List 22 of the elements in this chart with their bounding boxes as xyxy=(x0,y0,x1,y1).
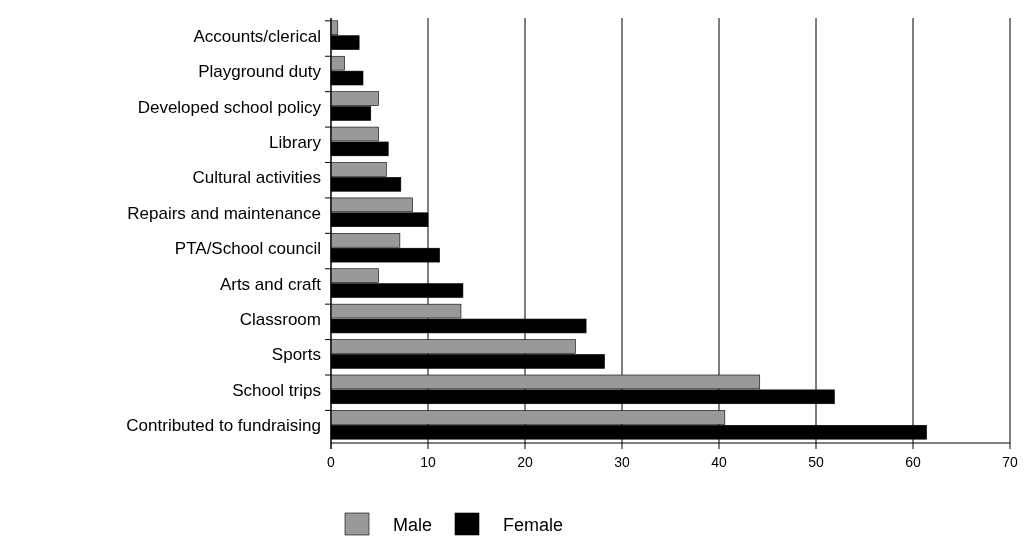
legend-label: Female xyxy=(503,515,564,535)
y-tick-label: Classroom xyxy=(239,310,321,330)
x-tick-label: 70 xyxy=(1002,454,1018,470)
x-tick-label: 50 xyxy=(808,454,824,470)
legend-label: Male xyxy=(393,515,433,535)
y-tick-label: Cultural activities xyxy=(192,168,321,188)
y-tick-label: Sports xyxy=(271,345,321,365)
y-tick-label: Developed school policy xyxy=(137,97,322,117)
x-tick-label: 0 xyxy=(327,454,336,470)
x-tick-label: 20 xyxy=(517,454,533,470)
x-tick-label: 10 xyxy=(420,454,436,470)
y-tick-label: Accounts/clerical xyxy=(193,26,321,46)
y-tick-label: Contributed to fundraising xyxy=(126,416,321,436)
x-tick-label: 40 xyxy=(711,454,727,470)
x-tick-label: 60 xyxy=(905,454,921,470)
y-tick-label: Arts and craft xyxy=(219,274,322,294)
y-tick-label: Repairs and maintenance xyxy=(127,203,321,223)
x-tick-label: 30 xyxy=(614,454,630,470)
y-tick-label: PTA/School council xyxy=(174,239,321,259)
y-tick-label: School trips xyxy=(232,380,321,400)
y-tick-label: Library xyxy=(269,132,322,152)
y-tick-label: Playground duty xyxy=(198,62,322,82)
